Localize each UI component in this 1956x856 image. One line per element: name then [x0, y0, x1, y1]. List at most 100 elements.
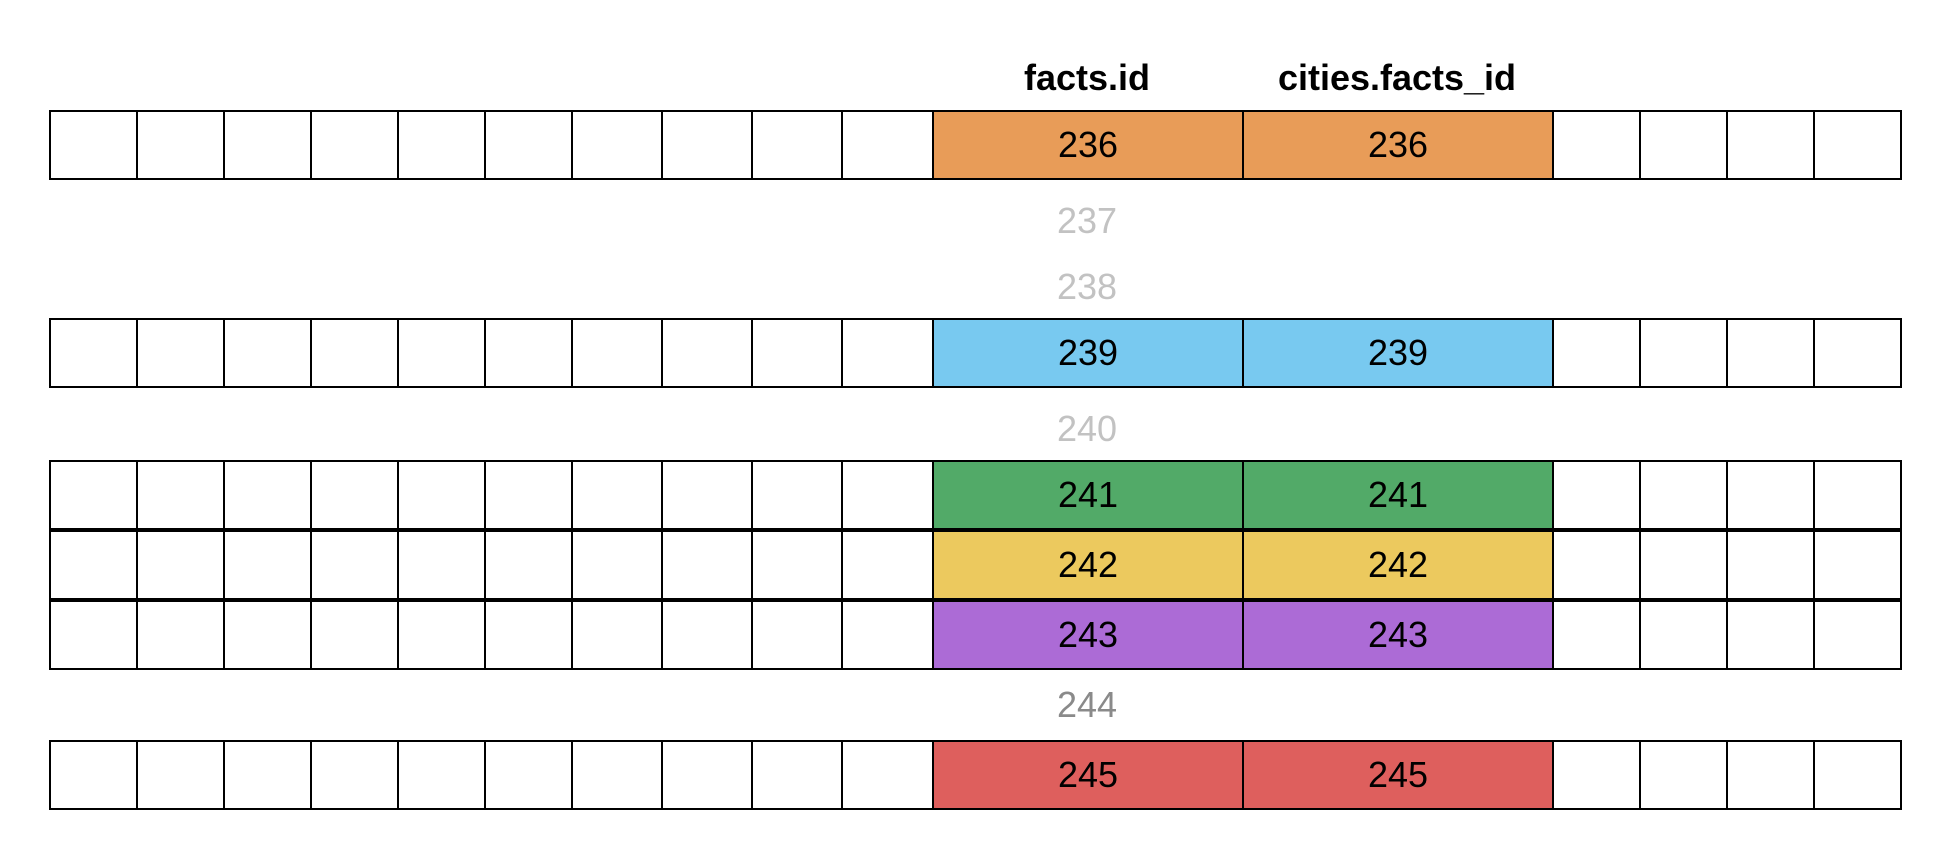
table-row: 241 241 — [0, 460, 1956, 530]
table-row: 243 243 — [0, 600, 1956, 670]
empty-cell — [1726, 318, 1815, 388]
empty-cell — [1552, 110, 1641, 180]
empty-cell — [1726, 530, 1815, 600]
empty-cell — [751, 318, 843, 388]
empty-cell — [223, 740, 312, 810]
empty-cell — [841, 318, 934, 388]
empty-cell — [397, 110, 486, 180]
empty-cell — [841, 110, 934, 180]
empty-cell — [136, 318, 225, 388]
facts-id-column-header: facts.id — [1023, 57, 1151, 98]
table-row: 242 242 — [0, 530, 1956, 600]
empty-cell — [1639, 318, 1728, 388]
cities-facts-id-cell: 243 — [1242, 600, 1554, 670]
empty-cell — [397, 600, 486, 670]
facts-id-cell: 245 — [932, 740, 1244, 810]
unmatched-id-label: 238 — [1056, 266, 1118, 307]
table-row: 239 239 — [0, 318, 1956, 388]
empty-cell — [136, 110, 225, 180]
empty-cell — [310, 530, 399, 600]
cities-facts-id-cell: 241 — [1242, 460, 1554, 530]
empty-cell — [571, 110, 663, 180]
empty-cell — [223, 110, 312, 180]
empty-cell — [49, 530, 138, 600]
empty-cell — [397, 740, 486, 810]
empty-cell — [751, 110, 843, 180]
empty-cell — [661, 318, 753, 388]
unmatched-id-label: 244 — [1056, 684, 1118, 725]
empty-cell — [751, 460, 843, 530]
empty-cell — [1726, 110, 1815, 180]
empty-cell — [1813, 740, 1902, 810]
empty-cell — [1813, 110, 1902, 180]
empty-cell — [49, 740, 138, 810]
facts-id-cell: 239 — [932, 318, 1244, 388]
empty-cell — [484, 740, 573, 810]
empty-cell — [223, 600, 312, 670]
empty-cell — [49, 600, 138, 670]
empty-cell — [397, 460, 486, 530]
facts-id-cell: 243 — [932, 600, 1244, 670]
empty-cell — [571, 318, 663, 388]
empty-cell — [310, 110, 399, 180]
facts-id-cell: 241 — [932, 460, 1244, 530]
empty-cell — [310, 740, 399, 810]
empty-cell — [571, 460, 663, 530]
empty-cell — [751, 740, 843, 810]
empty-cell — [841, 600, 934, 670]
unmatched-id-label: 237 — [1056, 200, 1118, 241]
empty-cell — [661, 110, 753, 180]
empty-cell — [49, 460, 138, 530]
empty-cell — [751, 530, 843, 600]
empty-cell — [661, 460, 753, 530]
empty-cell — [571, 740, 663, 810]
empty-cell — [310, 318, 399, 388]
empty-cell — [397, 530, 486, 600]
empty-cell — [136, 530, 225, 600]
cities-facts-id-cell: 242 — [1242, 530, 1554, 600]
empty-cell — [223, 318, 312, 388]
empty-cell — [1639, 460, 1728, 530]
empty-cell — [223, 530, 312, 600]
table-row: 236 236 — [0, 110, 1956, 180]
empty-cell — [1813, 318, 1902, 388]
empty-cell — [571, 600, 663, 670]
cities-facts-id-cell: 239 — [1242, 318, 1554, 388]
empty-cell — [310, 460, 399, 530]
empty-cell — [484, 110, 573, 180]
empty-cell — [223, 460, 312, 530]
table-row: 245 245 — [0, 740, 1956, 810]
empty-cell — [484, 600, 573, 670]
empty-cell — [1813, 460, 1902, 530]
cities-facts-id-column-header: cities.facts_id — [1277, 57, 1517, 98]
empty-cell — [1813, 530, 1902, 600]
empty-cell — [136, 460, 225, 530]
facts-id-cell: 236 — [932, 110, 1244, 180]
empty-cell — [1726, 740, 1815, 810]
empty-cell — [484, 460, 573, 530]
empty-cell — [751, 600, 843, 670]
empty-cell — [397, 318, 486, 388]
empty-cell — [1552, 600, 1641, 670]
empty-cell — [1639, 110, 1728, 180]
empty-cell — [661, 740, 753, 810]
empty-cell — [1552, 740, 1641, 810]
empty-cell — [1813, 600, 1902, 670]
empty-cell — [661, 530, 753, 600]
empty-cell — [841, 740, 934, 810]
empty-cell — [661, 600, 753, 670]
empty-cell — [1552, 460, 1641, 530]
cities-facts-id-cell: 245 — [1242, 740, 1554, 810]
empty-cell — [1639, 530, 1728, 600]
empty-cell — [841, 460, 934, 530]
empty-cell — [484, 530, 573, 600]
empty-cell — [136, 740, 225, 810]
empty-cell — [1639, 600, 1728, 670]
empty-cell — [1726, 460, 1815, 530]
empty-cell — [484, 318, 573, 388]
cities-facts-id-cell: 236 — [1242, 110, 1554, 180]
empty-cell — [571, 530, 663, 600]
empty-cell — [1639, 740, 1728, 810]
empty-cell — [310, 600, 399, 670]
